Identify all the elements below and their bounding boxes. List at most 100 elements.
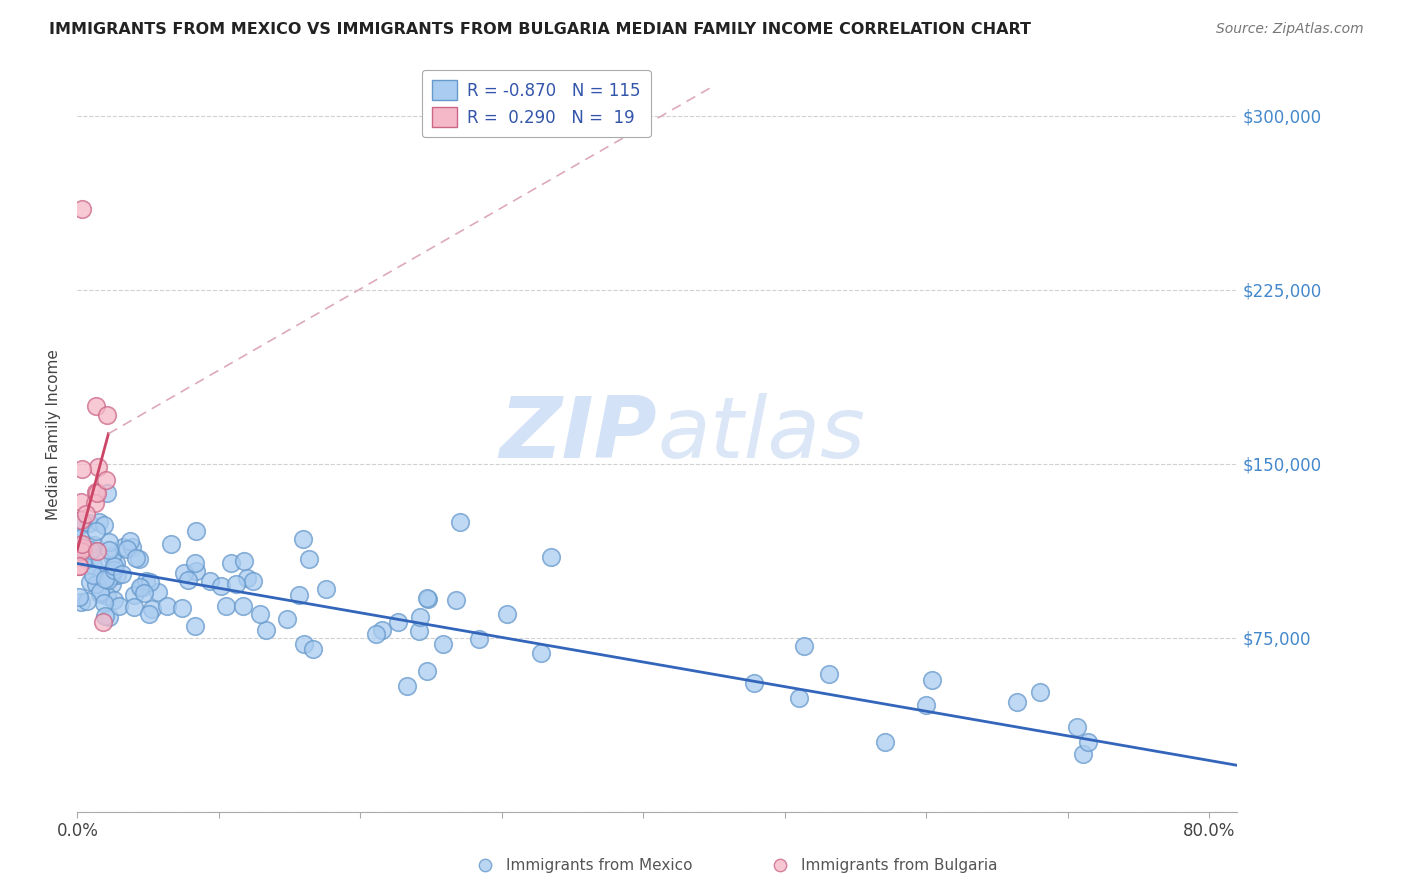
Point xyxy=(98,543,121,558)
Point xyxy=(298,552,321,566)
Point xyxy=(96,589,118,603)
Text: IMMIGRANTS FROM MEXICO VS IMMIGRANTS FROM BULGARIA MEDIAN FAMILY INCOME CORRELAT: IMMIGRANTS FROM MEXICO VS IMMIGRANTS FRO… xyxy=(49,22,1031,37)
Point xyxy=(67,558,90,573)
Point xyxy=(1028,685,1050,699)
Point xyxy=(387,615,409,629)
Point xyxy=(530,646,553,660)
Point xyxy=(315,582,337,596)
Point xyxy=(82,568,104,582)
Point xyxy=(105,568,128,582)
Point xyxy=(97,573,120,587)
Point xyxy=(96,408,118,422)
Point xyxy=(103,563,125,577)
Point xyxy=(408,624,430,638)
Point xyxy=(69,595,91,609)
Y-axis label: Median Family Income: Median Family Income xyxy=(46,350,62,520)
Point xyxy=(77,516,100,530)
Point xyxy=(276,612,298,626)
Point xyxy=(301,642,323,657)
Point xyxy=(111,566,134,581)
Point xyxy=(1066,720,1088,734)
Point xyxy=(70,537,93,551)
Point xyxy=(449,515,471,529)
Point xyxy=(70,462,93,476)
Point xyxy=(84,577,107,591)
Point xyxy=(921,673,943,687)
Point xyxy=(91,615,114,629)
Point xyxy=(173,566,195,581)
Point xyxy=(915,698,938,712)
Point xyxy=(146,585,169,599)
Point xyxy=(96,486,118,500)
Point xyxy=(1071,747,1094,761)
Point xyxy=(83,538,105,552)
Point xyxy=(432,636,454,650)
Point xyxy=(94,473,117,487)
Point xyxy=(444,593,467,607)
Point xyxy=(287,588,309,602)
Text: Source: ZipAtlas.com: Source: ZipAtlas.com xyxy=(1216,22,1364,37)
Point xyxy=(108,599,131,613)
Point xyxy=(115,542,138,557)
Point xyxy=(70,516,93,531)
Point xyxy=(138,607,160,621)
Point xyxy=(172,601,194,615)
Text: atlas: atlas xyxy=(658,393,865,476)
Point xyxy=(90,568,112,582)
Point xyxy=(69,531,91,545)
Point xyxy=(89,586,111,600)
Point xyxy=(82,558,104,573)
Point xyxy=(72,202,94,216)
Point xyxy=(89,552,111,566)
Point xyxy=(292,532,315,546)
Point xyxy=(121,541,143,555)
Point xyxy=(93,518,115,533)
Point xyxy=(103,559,125,574)
Point xyxy=(139,574,162,589)
Point xyxy=(122,600,145,615)
Point xyxy=(79,543,101,558)
Point xyxy=(793,640,815,654)
Point xyxy=(70,538,93,552)
Point xyxy=(100,577,122,591)
Point xyxy=(67,558,90,573)
Point xyxy=(371,623,394,637)
Point xyxy=(89,585,111,599)
Point xyxy=(86,544,108,558)
Point xyxy=(221,556,243,570)
Point xyxy=(103,592,125,607)
Point xyxy=(70,513,93,527)
Point xyxy=(233,554,256,568)
Point xyxy=(409,609,432,624)
Point xyxy=(292,637,315,651)
Point xyxy=(418,591,440,606)
Point xyxy=(818,667,841,681)
Point xyxy=(135,574,157,589)
Point xyxy=(468,632,491,646)
Point xyxy=(495,607,517,621)
Point xyxy=(93,609,115,624)
Point xyxy=(75,507,97,521)
Point xyxy=(184,556,207,570)
Point xyxy=(156,599,179,613)
Point xyxy=(84,524,107,538)
Point xyxy=(236,571,259,585)
Point xyxy=(184,524,207,538)
Point xyxy=(77,545,100,559)
Point xyxy=(416,664,439,678)
Point xyxy=(76,594,98,608)
Point xyxy=(98,534,121,549)
Point xyxy=(120,534,142,549)
Point xyxy=(104,556,127,570)
Point xyxy=(83,496,105,510)
Point xyxy=(86,486,108,500)
Point xyxy=(122,588,145,602)
Point xyxy=(128,551,150,566)
Point xyxy=(79,574,101,589)
Point xyxy=(87,459,110,474)
Point xyxy=(395,679,418,693)
Point xyxy=(215,599,238,614)
Point xyxy=(183,619,205,633)
Point xyxy=(873,735,896,749)
Point xyxy=(787,691,810,706)
